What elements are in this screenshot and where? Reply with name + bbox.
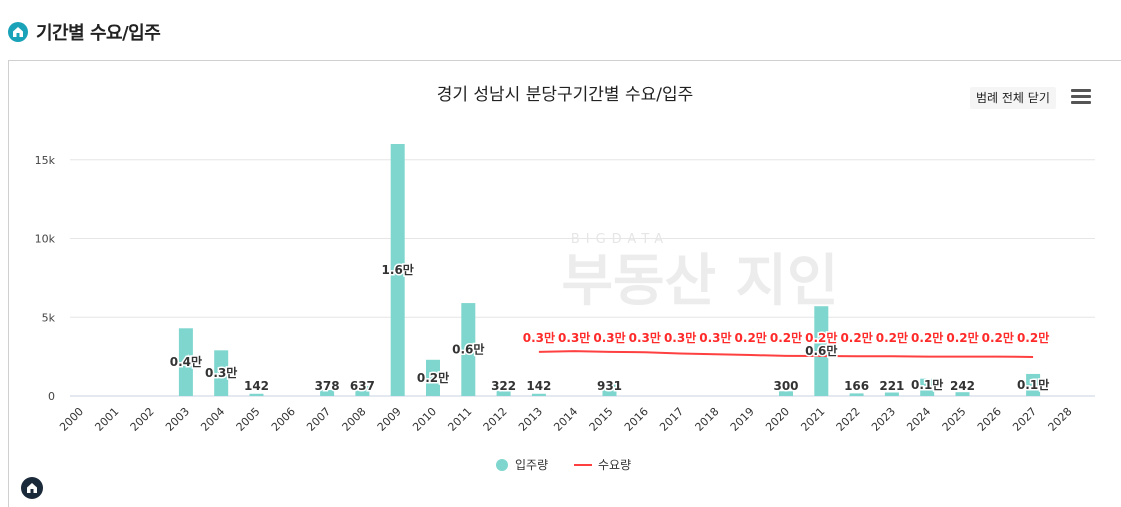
x-tick-label: 2020 <box>763 405 792 434</box>
x-tick-label: 2028 <box>1046 405 1075 434</box>
bar-data-label: 0.6만 <box>805 343 837 358</box>
hamburger-menu-icon[interactable] <box>1071 89 1091 105</box>
series-line <box>538 350 1034 358</box>
line-data-label: 0.2만 <box>911 330 943 345</box>
x-tick-label: 2014 <box>551 405 580 434</box>
bar-data-label: 300 <box>773 379 798 393</box>
bar <box>814 306 829 396</box>
bar <box>602 381 617 396</box>
bar <box>461 303 476 396</box>
x-tick-label: 2018 <box>693 405 722 434</box>
section-header: 기간별 수요/입주 <box>8 18 161 46</box>
x-tick-label: 2026 <box>975 405 1004 434</box>
home-icon <box>8 22 28 42</box>
bar-data-label: 0.2만 <box>417 370 449 385</box>
bar <box>779 391 793 396</box>
bar-data-label: 0.1만 <box>911 377 943 392</box>
legend-toggle-button[interactable]: 범례 전체 닫기 <box>970 87 1056 109</box>
y-tick-label: 5k <box>42 311 56 324</box>
watermark-small: BIGDATA <box>571 232 669 247</box>
x-tick-label: 2012 <box>481 405 510 434</box>
bar-data-label: 0.3만 <box>205 365 237 380</box>
bar <box>849 393 864 396</box>
bar-data-label: 0.6만 <box>452 342 484 357</box>
bar <box>955 392 970 396</box>
bar-data-label: 242 <box>950 379 975 393</box>
x-tick-label: 2006 <box>269 405 298 434</box>
x-tick-label: 2002 <box>128 405 157 434</box>
bar-data-label: 637 <box>350 379 375 393</box>
bar-data-label: 322 <box>491 379 516 393</box>
bar-data-label: 378 <box>315 379 340 393</box>
line-data-label: 0.3만 <box>523 330 555 345</box>
x-tick-label: 2005 <box>234 405 263 434</box>
chart-title: 경기 성남시 분당구기간별 수요/입주 <box>437 85 694 105</box>
line-data-label: 0.2만 <box>1017 330 1049 345</box>
line-data-label: 0.2만 <box>735 330 767 345</box>
bar <box>214 350 229 396</box>
x-tick-label: 2009 <box>375 405 404 434</box>
x-tick-label: 2003 <box>163 405 192 434</box>
legend-bar-label: 입주량 <box>515 458 548 472</box>
bar <box>884 392 899 396</box>
line-data-label: 0.3만 <box>558 330 590 345</box>
line-data-label: 0.3만 <box>629 330 661 345</box>
line-data-label: 0.3만 <box>593 330 625 345</box>
bar <box>496 390 511 396</box>
bar-data-label: 0.1만 <box>1017 377 1049 392</box>
line-data-label: 0.2만 <box>982 330 1014 345</box>
bar <box>426 359 440 396</box>
watermark-big: 부동산 지인 <box>561 249 838 314</box>
x-tick-label: 2019 <box>728 405 757 434</box>
bar <box>355 385 370 396</box>
x-tick-label: 2011 <box>445 405 474 434</box>
line-data-label: 0.3만 <box>699 330 731 345</box>
x-tick-label: 2004 <box>198 405 227 434</box>
line-data-label: 0.2만 <box>770 330 802 345</box>
line-data-label: 0.2만 <box>840 330 872 345</box>
bar <box>390 144 405 396</box>
bar <box>1026 373 1041 396</box>
legend-line-label: 수요량 <box>598 458 631 472</box>
section-title: 기간별 수요/입주 <box>36 23 161 44</box>
x-tick-label: 2000 <box>57 405 86 434</box>
line-data-label: 0.2만 <box>805 330 837 345</box>
bar <box>920 378 935 396</box>
x-tick-label: 2024 <box>904 405 933 434</box>
bar-data-label: 931 <box>597 379 622 393</box>
bar <box>320 390 335 396</box>
line-data-label: 0.2만 <box>946 330 978 345</box>
x-tick-label: 2008 <box>340 405 369 434</box>
bar <box>249 393 264 396</box>
x-tick-label: 2013 <box>516 405 545 434</box>
bar-data-label: 166 <box>844 379 869 393</box>
x-tick-label: 2016 <box>622 405 651 434</box>
y-tick-label: 0 <box>48 390 55 403</box>
line-data-label: 0.2만 <box>876 330 908 345</box>
x-tick-label: 2021 <box>798 405 827 434</box>
x-tick-label: 2001 <box>92 405 121 434</box>
legend-bar-marker <box>496 459 508 471</box>
bar-data-label: 142 <box>244 379 269 393</box>
x-tick-label: 2010 <box>410 405 439 434</box>
bar <box>531 393 546 396</box>
x-tick-label: 2025 <box>940 405 969 434</box>
brand-logo-icon <box>21 477 43 499</box>
line-data-label: 0.3만 <box>664 330 696 345</box>
bar <box>178 328 193 396</box>
chart-panel <box>8 60 1121 507</box>
x-tick-label: 2023 <box>869 405 898 434</box>
y-tick-label: 15k <box>35 154 56 167</box>
x-tick-label: 2027 <box>1010 405 1039 434</box>
bar-data-label: 0.4만 <box>170 354 202 369</box>
y-tick-label: 10k <box>35 233 56 246</box>
x-tick-label: 2022 <box>834 405 863 434</box>
x-tick-label: 2015 <box>587 405 616 434</box>
x-tick-label: 2007 <box>304 405 333 434</box>
bar-data-label: 142 <box>526 379 551 393</box>
x-tick-label: 2017 <box>657 405 686 434</box>
bar-data-label: 1.6만 <box>382 262 414 277</box>
bar-data-label: 221 <box>879 379 904 393</box>
